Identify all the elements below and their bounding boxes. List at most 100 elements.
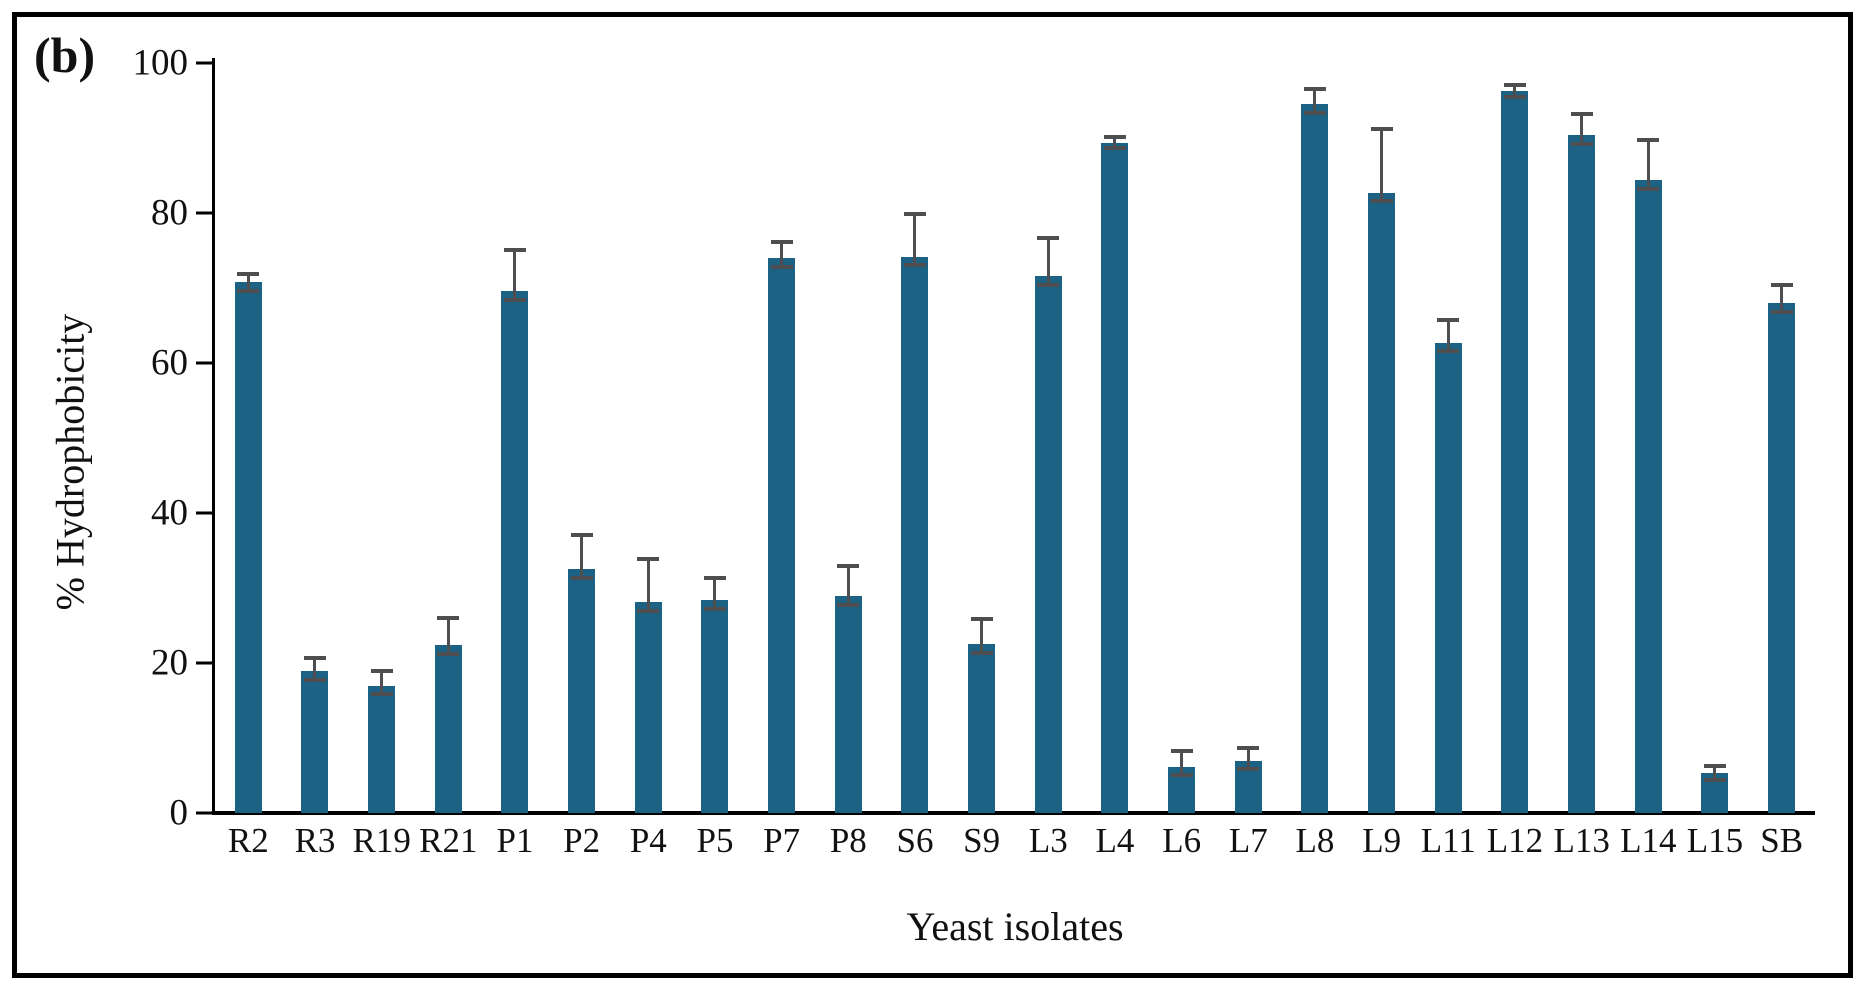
bar-group-sb: [1748, 63, 1815, 813]
error-bar-top-cap: [770, 240, 793, 244]
bar-r21: [434, 645, 462, 813]
x-tick-label-l9: L9: [1362, 821, 1402, 860]
bar-group-r3: [282, 63, 349, 813]
y-axis-tick: [196, 361, 212, 365]
y-axis-line: [212, 58, 215, 815]
bar-l4: [1101, 142, 1129, 813]
figure-border: [12, 12, 1853, 978]
x-tick-label-l12: L12: [1486, 821, 1544, 860]
bar-l12: [1501, 90, 1529, 813]
error-bar-top-cap: [637, 557, 660, 562]
x-tick-label-p2: P2: [563, 821, 601, 860]
bar-group-l7: [1215, 63, 1282, 813]
error-bar-line: [1646, 138, 1650, 191]
error-bar-bottom-cap: [770, 264, 793, 269]
bar-group-p7: [748, 63, 815, 813]
error-bar-top-cap: [703, 576, 726, 580]
y-axis-tick: [196, 661, 212, 665]
error-bar-top-cap: [1103, 135, 1126, 139]
x-tick-label-sb: SB: [1760, 821, 1804, 860]
error-bar-bottom-cap: [1037, 282, 1060, 287]
error-bar-line: [1246, 745, 1250, 771]
error-bar-top-cap: [1303, 87, 1326, 91]
error-bar-bottom-cap: [1703, 778, 1726, 783]
x-axis-title: Yeast isolates: [906, 904, 1124, 949]
error-bar-line: [446, 615, 450, 656]
bar-l9: [1368, 192, 1396, 813]
error-bar-bottom-cap: [1103, 146, 1126, 150]
bar-p2: [568, 569, 596, 813]
error-bar-line: [513, 248, 517, 302]
error-bar-line: [846, 564, 850, 607]
x-tick-label-r3: R3: [294, 821, 336, 860]
error-bar-bottom-cap: [370, 692, 393, 696]
bar-group-r19: [348, 63, 415, 813]
y-tick-label: 0: [169, 792, 189, 834]
bar-l14: [1634, 180, 1662, 813]
error-bar-bottom-cap: [1303, 110, 1326, 115]
error-bar-top-cap: [1703, 764, 1726, 769]
error-bar-bottom-cap: [437, 651, 460, 656]
y-tick-label: 80: [151, 192, 188, 234]
error-bar-line: [1446, 318, 1450, 354]
error-bar-top-cap: [1437, 318, 1460, 322]
error-bar-top-cap: [1770, 282, 1793, 287]
error-bar-line: [1580, 111, 1584, 146]
error-bar-bottom-cap: [1770, 309, 1793, 314]
error-bar-top-cap: [1170, 749, 1193, 754]
x-tick-label-p5: P5: [696, 821, 734, 860]
error-bar-top-cap: [1637, 138, 1660, 142]
bar-s9: [968, 644, 996, 813]
bar-r3: [301, 671, 329, 813]
bar-l11: [1434, 342, 1462, 813]
y-axis-tick: [196, 511, 212, 515]
error-bar-line: [313, 656, 317, 682]
bar-group-l12: [1482, 63, 1549, 813]
x-tick-label-r19: R19: [352, 821, 411, 860]
error-bar-bottom-cap: [1370, 199, 1393, 204]
bar-group-p4: [615, 63, 682, 813]
error-bar-bottom-cap: [1570, 141, 1593, 146]
x-tick-label-l13: L13: [1553, 821, 1610, 860]
bar-group-p8: [815, 63, 882, 813]
error-bar-bottom-cap: [837, 602, 860, 607]
bar-group-l6: [1148, 63, 1215, 813]
error-bar-line: [713, 576, 717, 611]
error-bar-line: [913, 211, 917, 267]
bar-group-l9: [1348, 63, 1415, 813]
y-tick-label: 20: [151, 642, 188, 684]
bar-group-r21: [415, 63, 482, 813]
error-bar-line: [1713, 764, 1717, 783]
error-bar-top-cap: [503, 248, 526, 253]
x-tick-label-p8: P8: [829, 821, 867, 860]
error-bar-bottom-cap: [970, 650, 993, 655]
y-axis-tick: [196, 211, 212, 215]
x-tick-label-l14: L14: [1620, 821, 1677, 860]
error-bar-bottom-cap: [1437, 349, 1460, 354]
error-bar-top-cap: [837, 564, 860, 568]
error-bar-bottom-cap: [503, 297, 526, 302]
error-bar-top-cap: [903, 211, 926, 216]
error-bar-top-cap: [1503, 82, 1526, 87]
x-tick-label-s9: S9: [963, 821, 1001, 860]
bar-group-p1: [482, 63, 549, 813]
x-tick-label-l7: L7: [1228, 821, 1268, 860]
x-tick-label-l15: L15: [1686, 821, 1744, 860]
error-bar-line: [980, 616, 984, 655]
x-tick-label-l6: L6: [1162, 821, 1202, 860]
x-tick-label-p1: P1: [496, 821, 534, 860]
error-bar-top-cap: [237, 271, 260, 276]
error-bar-bottom-cap: [1503, 95, 1526, 99]
error-bar-bottom-cap: [1170, 773, 1193, 777]
error-bar-line: [1313, 87, 1317, 115]
bar-group-s9: [948, 63, 1015, 813]
x-tick-label-r2: R2: [227, 821, 269, 860]
x-tick-label-l3: L3: [1028, 821, 1068, 860]
error-bar-line: [1780, 282, 1784, 314]
error-bar-bottom-cap: [570, 575, 593, 580]
error-bar-top-cap: [970, 616, 993, 621]
x-tick-label-l8: L8: [1295, 821, 1335, 860]
bar-group-p2: [548, 63, 615, 813]
y-tick-label: 60: [151, 342, 188, 384]
error-bar-line: [246, 271, 250, 293]
